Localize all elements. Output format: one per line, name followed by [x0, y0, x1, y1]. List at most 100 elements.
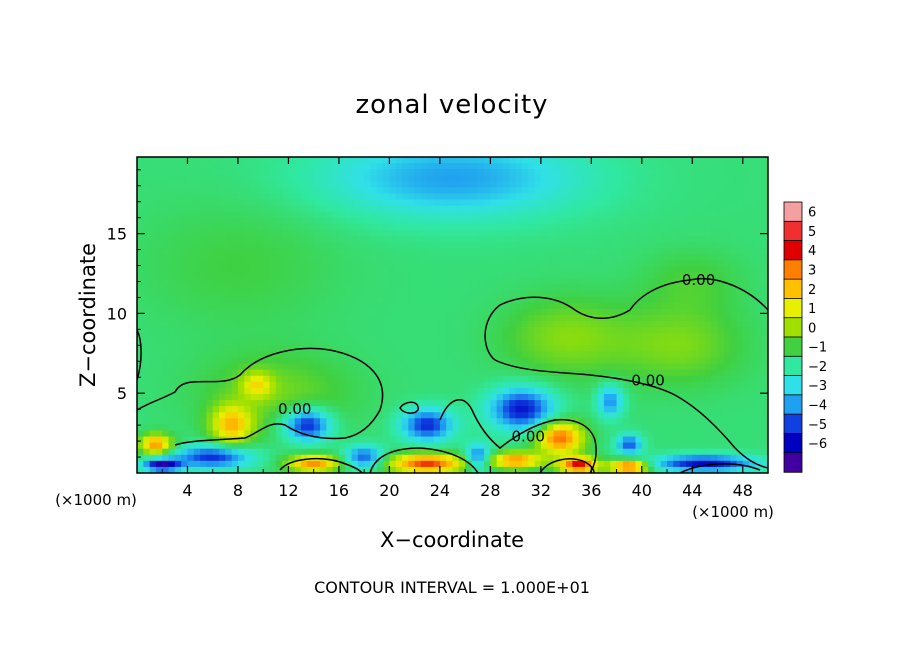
heatmap-cell: [282, 302, 290, 310]
heatmap-cell: [660, 406, 668, 413]
heatmap-cell: [370, 169, 378, 176]
heatmap-cell: [717, 248, 725, 255]
heatmap-cell: [263, 157, 271, 164]
heatmap-cell: [673, 406, 681, 413]
heatmap-cell: [174, 351, 182, 359]
heatmap-cell: [502, 387, 510, 395]
heatmap-cell: [534, 211, 542, 219]
heatmap-cell: [237, 363, 245, 371]
heatmap-cell: [332, 375, 340, 383]
heatmap-cell: [616, 223, 624, 231]
heatmap-cell: [376, 424, 384, 432]
heatmap-cell: [711, 381, 719, 389]
heatmap-cell: [313, 308, 321, 316]
heatmap-cell: [673, 381, 681, 389]
heatmap-cell: [383, 315, 390, 322]
heatmap-cell: [755, 400, 763, 407]
heatmap-cell: [433, 430, 441, 438]
heatmap-cell: [370, 454, 378, 462]
heatmap-cell: [389, 302, 397, 310]
heatmap-cell: [357, 193, 365, 201]
heatmap-cell: [269, 436, 277, 444]
heatmap-cell: [654, 254, 662, 261]
heatmap-cell: [250, 157, 258, 164]
heatmap-cell: [528, 272, 536, 280]
heatmap-cell: [490, 327, 498, 334]
heatmap-cell: [667, 278, 674, 286]
heatmap-cell: [730, 430, 738, 438]
heatmap-cell: [667, 387, 674, 395]
heatmap-cell: [717, 236, 725, 243]
heatmap-cell: [275, 254, 283, 261]
heatmap-cell: [667, 302, 674, 310]
heatmap-cell: [635, 199, 643, 207]
heatmap-cell: [654, 406, 662, 413]
heatmap-cell: [395, 187, 403, 195]
heatmap-cell: [357, 321, 365, 328]
heatmap-cell: [515, 272, 523, 280]
heatmap-cell: [307, 436, 315, 444]
heatmap-cell: [717, 315, 725, 322]
heatmap-cell: [667, 205, 674, 213]
heatmap-cell: [307, 278, 315, 286]
heatmap-cell: [137, 321, 144, 328]
heatmap-cell: [477, 290, 485, 298]
heatmap-cell: [294, 254, 302, 261]
heatmap-cell: [736, 163, 744, 170]
heatmap-cell: [288, 369, 296, 377]
heatmap-cell: [263, 296, 271, 304]
heatmap-cell: [553, 193, 561, 201]
heatmap-cell: [591, 424, 599, 432]
heatmap-cell: [143, 163, 151, 170]
heatmap-cell: [225, 187, 233, 195]
heatmap-cell: [332, 187, 340, 195]
heatmap-cell: [521, 284, 529, 292]
heatmap-cell: [187, 363, 195, 371]
heatmap-cell: [439, 345, 447, 353]
heatmap-cell: [603, 211, 611, 219]
heatmap-cell: [439, 163, 447, 170]
heatmap-cell: [484, 157, 491, 164]
heatmap-cell: [395, 406, 403, 413]
heatmap-cell: [717, 454, 725, 462]
heatmap-cell: [698, 229, 706, 237]
heatmap-cell: [288, 333, 296, 340]
heatmap-cell: [433, 163, 441, 170]
heatmap-cell: [383, 448, 390, 456]
heatmap-cell: [502, 236, 510, 243]
heatmap-cell: [641, 345, 649, 353]
heatmap-cell: [673, 260, 681, 267]
heatmap-cell: [692, 448, 700, 456]
heatmap-cell: [427, 442, 435, 450]
heatmap-cell: [629, 375, 637, 383]
heatmap-cell: [761, 448, 768, 456]
heatmap-cell: [654, 302, 662, 310]
heatmap-cell: [755, 199, 763, 207]
heatmap-cell: [578, 327, 586, 334]
heatmap-cell: [439, 394, 447, 401]
heatmap-cell: [237, 272, 245, 280]
heatmap-cell: [313, 363, 321, 371]
heatmap-cell: [597, 242, 605, 249]
heatmap-cell: [553, 278, 561, 286]
heatmap-cell: [294, 205, 302, 213]
heatmap-cell: [502, 193, 510, 201]
heatmap-cell: [578, 363, 586, 371]
heatmap-cell: [723, 321, 731, 328]
heatmap-cell: [200, 181, 208, 188]
heatmap-cell: [181, 236, 189, 243]
heatmap-cell: [174, 454, 182, 462]
heatmap-cell: [515, 345, 523, 353]
heatmap-cell: [446, 302, 454, 310]
heatmap-cell: [723, 229, 731, 237]
heatmap-cell: [616, 290, 624, 298]
heatmap-cell: [698, 321, 706, 328]
heatmap-cell: [162, 302, 170, 310]
heatmap-cell: [288, 254, 296, 261]
heatmap-cell: [326, 290, 334, 298]
heatmap-cell: [408, 187, 416, 195]
heatmap-cell: [168, 381, 176, 389]
heatmap-cell: [420, 187, 428, 195]
heatmap-cell: [420, 223, 428, 231]
heatmap-cell: [263, 242, 271, 249]
